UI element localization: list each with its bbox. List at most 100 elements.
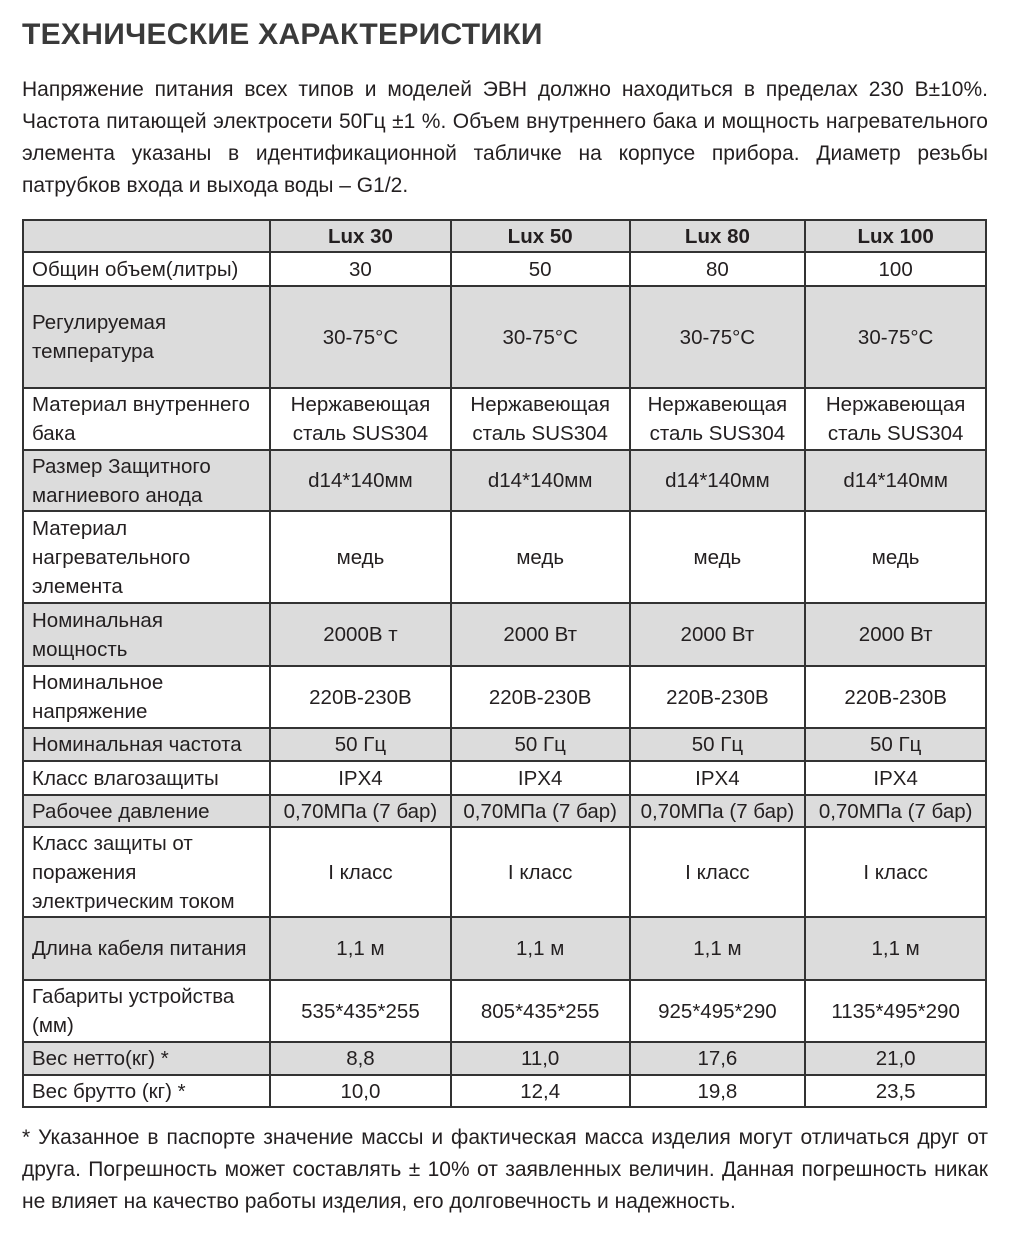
- value-cell: 80: [628, 251, 807, 287]
- value-cell: медь: [628, 510, 807, 604]
- row-label: Класс защиты от поражения электрическим …: [21, 826, 272, 918]
- intro-paragraph: Напряжение питания всех типов и моделей …: [22, 78, 988, 197]
- table-row: Материал внутреннего бака Нержавеющая ста…: [21, 387, 987, 451]
- value-cell: Нержавеющая сталь SUS304: [628, 387, 807, 451]
- value-cell: 1,1 м: [628, 916, 807, 981]
- value-cell: d14*140мм: [628, 449, 807, 512]
- header-cell: Lux 80: [628, 219, 807, 253]
- value-cell: I класс: [449, 826, 631, 918]
- value-cell: 17,6: [628, 1041, 807, 1076]
- value-cell: d14*140мм: [804, 449, 987, 512]
- value-cell: 220В-230В: [804, 665, 987, 729]
- value-cell: IPX4: [269, 760, 452, 796]
- table-row: Класс влагозащиты IPX4 IPX4 IPX4 IPX4: [21, 760, 987, 796]
- value-cell: IPX4: [449, 760, 631, 796]
- row-label: Вес нетто(кг) *: [21, 1041, 272, 1076]
- value-cell: 21,0: [804, 1041, 987, 1076]
- row-label: Вес брутто (кг) *: [21, 1074, 272, 1108]
- table-row: Габариты устройства (мм) 535*435*255 805*4…: [21, 979, 987, 1043]
- row-label: Материал внутреннего бака: [21, 387, 272, 451]
- row-label: Материал нагревательного элемента: [21, 510, 272, 604]
- table-row: Номинальное напряжение 220В-230В 220В-230В…: [21, 665, 987, 729]
- page-title: ТЕХНИЧЕСКИЕ ХАРАКТЕРИСТИКИ: [22, 18, 543, 51]
- table-row: Номинальная мощность 2000В т 2000 Вт 2000 В…: [21, 602, 987, 667]
- value-cell: 535*435*255: [269, 979, 452, 1043]
- value-cell: 50 Гц: [449, 727, 631, 762]
- table-row: Класс защиты от поражения электрическим …: [21, 826, 987, 918]
- row-label: Размер Защитного магниевого анода: [21, 449, 272, 512]
- table-row: Вес брутто (кг) * 10,0 12,4 19,8 23,5: [21, 1074, 987, 1108]
- value-cell: Нержавеющая сталь SUS304: [269, 387, 452, 451]
- value-cell: 50 Гц: [804, 727, 987, 762]
- row-label: Длина кабеля питания: [21, 916, 272, 981]
- value-cell: 30-75°C: [269, 285, 452, 389]
- value-cell: 1,1 м: [449, 916, 631, 981]
- table-row: Длина кабеля питания 1,1 м 1,1 м 1,1 м 1,1 м: [21, 916, 987, 981]
- row-label: Номинальная частота: [21, 727, 272, 762]
- table-row: Размер Защитного магниевого анода d14*140…: [21, 449, 987, 512]
- value-cell: 2000 Вт: [449, 602, 631, 667]
- value-cell: 19,8: [628, 1074, 807, 1108]
- value-cell: 30: [269, 251, 452, 287]
- value-cell: 0,70МПа (7 бар): [269, 794, 452, 828]
- value-cell: d14*140мм: [449, 449, 631, 512]
- value-cell: 23,5: [804, 1074, 987, 1108]
- value-cell: 10,0: [269, 1074, 452, 1108]
- value-cell: 2000 Вт: [628, 602, 807, 667]
- value-cell: 30-75°C: [804, 285, 987, 389]
- value-cell: 0,70МПа (7 бар): [628, 794, 807, 828]
- value-cell: 100: [804, 251, 987, 287]
- footnote: * Указанное в паспорте значение массы и …: [22, 1126, 988, 1213]
- row-label: Общин объем(литры): [21, 251, 272, 287]
- row-label: Габариты устройства (мм): [21, 979, 272, 1043]
- specs-table: Lux 30 Lux 50 Lux 80 Lux 100 Общин объем…: [21, 219, 987, 1108]
- value-cell: d14*140мм: [269, 449, 452, 512]
- header-cell: Lux 100: [804, 219, 987, 253]
- value-cell: 0,70МПа (7 бар): [804, 794, 987, 828]
- value-cell: 2000 Вт: [804, 602, 987, 667]
- value-cell: 30-75°C: [449, 285, 631, 389]
- value-cell: I класс: [804, 826, 987, 918]
- table-row: Номинальная частота 50 Гц 50 Гц 50 Гц 50 Гц: [21, 727, 987, 762]
- value-cell: медь: [804, 510, 987, 604]
- value-cell: 925*495*290: [628, 979, 807, 1043]
- value-cell: медь: [269, 510, 452, 604]
- value-cell: 50 Гц: [269, 727, 452, 762]
- value-cell: Нержавеющая сталь SUS304: [449, 387, 631, 451]
- table-header-row: Lux 30 Lux 50 Lux 80 Lux 100: [21, 219, 987, 253]
- value-cell: 1,1 м: [804, 916, 987, 981]
- table-row: Вес нетто(кг) * 8,8 11,0 17,6 21,0: [21, 1041, 987, 1076]
- row-label: Номинальная мощность: [21, 602, 272, 667]
- row-label: Регулируемая температура: [21, 285, 272, 389]
- value-cell: 30-75°C: [628, 285, 807, 389]
- header-cell: [21, 219, 272, 253]
- value-cell: I класс: [269, 826, 452, 918]
- table-row: Общин объем(литры) 30 50 80 100: [21, 251, 987, 287]
- value-cell: 11,0: [449, 1041, 631, 1076]
- value-cell: 220В-230В: [449, 665, 631, 729]
- header-cell: Lux 30: [269, 219, 452, 253]
- value-cell: 805*435*255: [449, 979, 631, 1043]
- value-cell: 8,8: [269, 1041, 452, 1076]
- row-label: Класс влагозащиты: [21, 760, 272, 796]
- row-label: Номинальное напряжение: [21, 665, 272, 729]
- row-label: Рабочее давление: [21, 794, 272, 828]
- value-cell: 220В-230В: [628, 665, 807, 729]
- value-cell: 1135*495*290: [804, 979, 987, 1043]
- value-cell: 220В-230В: [269, 665, 452, 729]
- table-row: Рабочее давление 0,70МПа (7 бар) 0,70МПа (…: [21, 794, 987, 828]
- table-row: Регулируемая температура 30-75°C 30-75°C 30…: [21, 285, 987, 389]
- value-cell: IPX4: [804, 760, 987, 796]
- value-cell: 12,4: [449, 1074, 631, 1108]
- value-cell: медь: [449, 510, 631, 604]
- value-cell: IPX4: [628, 760, 807, 796]
- value-cell: 50: [449, 251, 631, 287]
- value-cell: 50 Гц: [628, 727, 807, 762]
- value-cell: 0,70МПа (7 бар): [449, 794, 631, 828]
- value-cell: 1,1 м: [269, 916, 452, 981]
- value-cell: I класс: [628, 826, 807, 918]
- value-cell: 2000В т: [269, 602, 452, 667]
- table-row: Материал нагревательного элемента медь мед…: [21, 510, 987, 604]
- value-cell: Нержавеющая сталь SUS304: [804, 387, 987, 451]
- header-cell: Lux 50: [449, 219, 631, 253]
